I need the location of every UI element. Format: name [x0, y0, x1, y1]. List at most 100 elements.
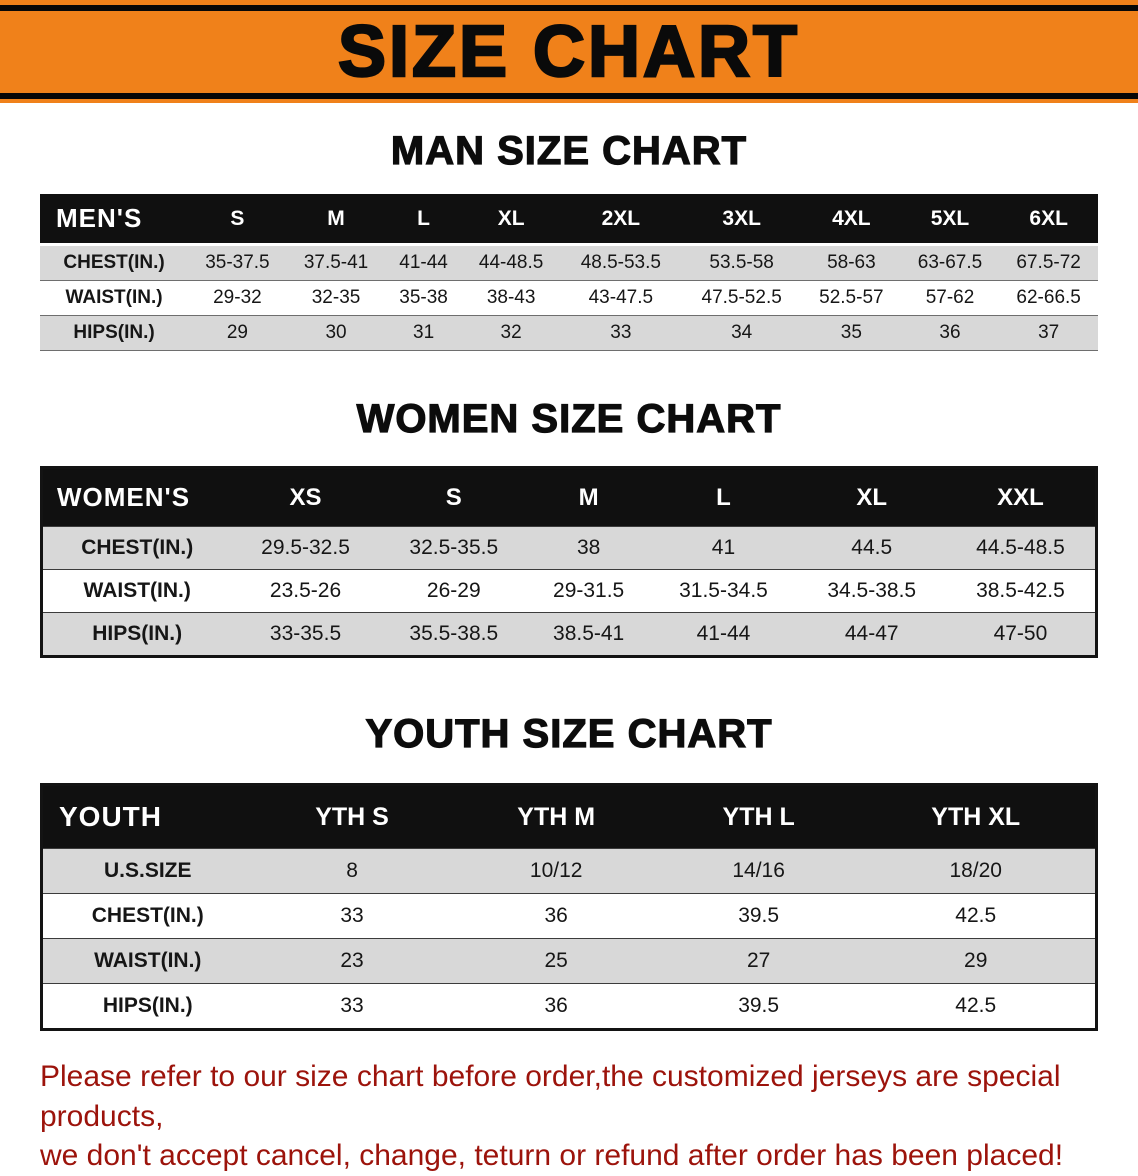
order-notice: Please refer to our size chart before or…	[40, 1057, 1102, 1176]
size-column-header: YTH S	[252, 784, 452, 849]
size-value: 41	[711, 536, 736, 559]
size-value: 42.5	[955, 904, 997, 927]
table-row: CHEST(IN.) 29.5-32.5 32.5-35.5 38 41 44.5 44.5…	[41, 526, 1097, 570]
banner: SIZE CHART	[0, 0, 1138, 103]
size-value: 8	[346, 859, 358, 882]
size-value: 57-62	[925, 287, 975, 308]
size-value: 14/16	[732, 859, 785, 882]
women-section-heading: WOMEN SIZE CHART	[356, 396, 782, 441]
size-value: 35	[840, 322, 862, 343]
size-value: 32.5-35.5	[409, 536, 499, 559]
table-row: U.S.SIZE 8 10/12 14/16 18/20	[41, 848, 1097, 894]
table-row: WAIST(IN.) 29-32 32-35 35-38 38-43 43-47.5 47.…	[40, 280, 1098, 316]
table-header-row: MEN'S S M L XL 2XL 3XL 4XL 5XL 6XL	[40, 194, 1098, 246]
banner-top-rule	[0, 5, 1138, 11]
size-value: 33	[340, 994, 364, 1017]
table-row: CHEST(IN.) 33 36 39.5 42.5	[41, 893, 1097, 939]
size-value: 29-32	[213, 287, 262, 308]
youth-size-table: YOUTH YTH S YTH M YTH L YTH XL U.S.SIZE 8 10/12…	[40, 783, 1098, 1031]
size-column-header: S	[188, 194, 287, 246]
size-value: 35-37.5	[205, 252, 270, 273]
size-value: 43-47.5	[588, 287, 654, 308]
size-value: 10/12	[529, 859, 583, 882]
page-title: SIZE CHART	[337, 11, 800, 92]
table-row: WAIST(IN.) 23.5-26 26-29 29-31.5 31.5-34.5 34…	[41, 569, 1097, 613]
notice-line-1: Please refer to our size chart before or…	[40, 1060, 1061, 1133]
size-column-header: 2XL	[560, 194, 682, 246]
size-column-header: 5XL	[900, 194, 1000, 246]
size-value: 48.5-53.5	[580, 252, 661, 273]
size-value: 63-67.5	[917, 252, 983, 273]
men-size-section: MAN SIZE CHART MEN'S S M L XL 2XL 3XL 4XL 5XL 6XL…	[0, 128, 1138, 351]
notice-line-2: we don't accept cancel, change, teturn o…	[40, 1139, 1064, 1173]
size-value: 18/20	[949, 859, 1002, 882]
size-value: 44-47	[844, 622, 899, 645]
size-value: 25	[544, 949, 568, 972]
size-column-header: XXL	[945, 467, 1097, 527]
row-label: HIPS(IN.)	[73, 322, 155, 343]
size-value: 29-31.5	[553, 579, 625, 602]
size-value: 32-35	[311, 287, 361, 308]
size-value: 44.5	[851, 536, 893, 559]
size-column-header: M	[286, 194, 386, 246]
size-column-header: YTH M	[451, 784, 661, 849]
size-value: 41-44	[399, 252, 448, 273]
size-value: 39.5	[738, 994, 780, 1017]
size-value: 29.5-32.5	[261, 536, 350, 559]
size-value: 31.5-34.5	[679, 579, 768, 602]
size-column-header: S	[379, 467, 528, 527]
size-value: 30	[325, 322, 347, 343]
size-value: 29	[226, 322, 248, 343]
size-column-header: YTH L	[660, 784, 857, 849]
size-value: 39.5	[738, 904, 780, 927]
women-size-table: WOMEN'S XS S M L XL XXL CHEST(IN.) 29.5-32.5 32.5…	[40, 466, 1098, 658]
men-section-heading: MAN SIZE CHART	[390, 128, 748, 173]
table-header-row: YOUTH YTH S YTH M YTH L YTH XL	[41, 784, 1097, 849]
size-value: 33	[340, 904, 364, 927]
size-value: 53.5-58	[709, 252, 774, 273]
table-row: HIPS(IN.) 33 36 39.5 42.5	[41, 983, 1097, 1030]
row-label: HIPS(IN.)	[102, 994, 193, 1017]
size-value: 27	[746, 949, 771, 972]
women-size-section: WOMEN SIZE CHART WOMEN'S XS S M L XL XXL CHEST(…	[0, 396, 1138, 658]
size-value: 29	[964, 949, 988, 972]
men-size-table: MEN'S S M L XL 2XL 3XL 4XL 5XL 6XL CHEST(IN.) 35-37…	[40, 194, 1098, 351]
size-value: 38.5-41	[553, 622, 625, 645]
size-value: 67.5-72	[1016, 252, 1081, 273]
row-label: CHEST(IN.)	[81, 536, 194, 559]
table-row: HIPS(IN.) 33-35.5 35.5-38.5 38.5-41 41-44 44-…	[41, 612, 1097, 657]
size-column-header: 3XL	[681, 194, 803, 246]
size-column-header: XL	[797, 467, 946, 527]
size-column-header: L	[385, 194, 462, 246]
size-column-header: XS	[231, 467, 380, 527]
table-header-row: WOMEN'S XS S M L XL XXL	[41, 467, 1097, 527]
size-value: 26-29	[426, 579, 481, 602]
size-column-header: M	[527, 467, 650, 527]
size-value: 23	[340, 949, 364, 972]
size-value: 38.5-42.5	[976, 579, 1065, 602]
size-value: 52.5-57	[819, 287, 884, 308]
row-label: CHEST(IN.)	[63, 252, 165, 273]
size-column-header: YTH XL	[856, 784, 1097, 849]
size-value: 31	[413, 322, 435, 343]
table-title-cell: YOUTH	[41, 784, 253, 849]
size-value: 58-63	[827, 252, 876, 273]
row-label: CHEST(IN.)	[91, 904, 204, 927]
size-value: 36	[544, 904, 568, 927]
size-value: 42.5	[955, 994, 997, 1017]
table-title-cell: WOMEN'S	[41, 467, 232, 527]
size-value: 35.5-38.5	[409, 622, 499, 645]
size-value: 34.5-38.5	[827, 579, 917, 602]
size-value: 62-66.5	[1016, 287, 1081, 308]
size-value: 35-38	[399, 287, 448, 308]
size-value: 34	[731, 322, 753, 343]
row-label: WAIST(IN.)	[83, 579, 191, 602]
size-column-header: 6XL	[999, 194, 1098, 246]
size-value: 38	[576, 536, 601, 559]
size-column-header: L	[649, 467, 798, 527]
youth-size-section: YOUTH SIZE CHART YOUTH YTH S YTH M YTH L YTH…	[0, 711, 1138, 1031]
size-value: 33	[610, 322, 632, 343]
size-value: 41-44	[696, 622, 751, 645]
size-column-header: 4XL	[802, 194, 901, 246]
size-value: 44-48.5	[478, 252, 544, 273]
